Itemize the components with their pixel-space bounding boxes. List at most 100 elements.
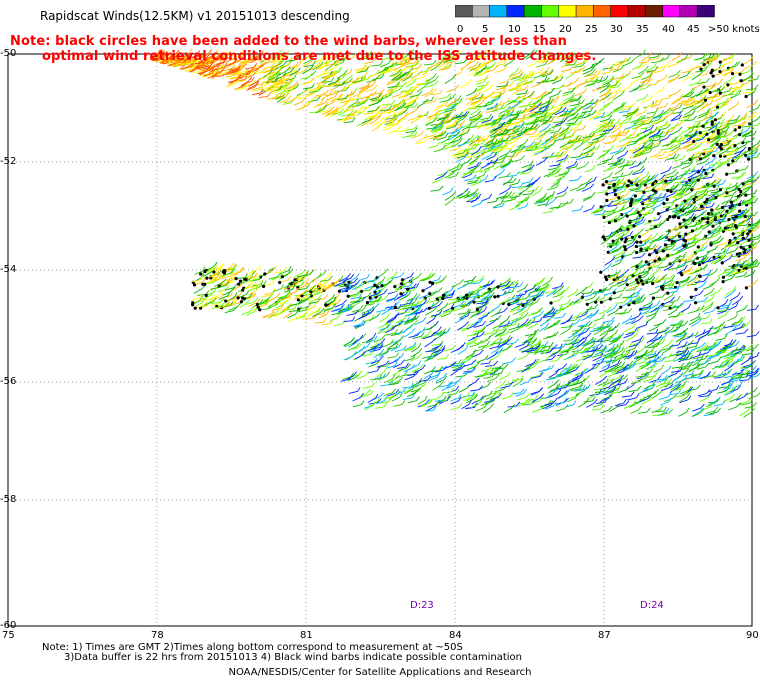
wind-barb <box>615 228 627 237</box>
scale-label: 30 <box>610 24 623 35</box>
wind-barb <box>525 142 537 151</box>
wind-barb <box>541 69 554 78</box>
wind-barb <box>431 132 444 139</box>
wind-barb <box>430 366 444 373</box>
wind-barb <box>713 146 725 157</box>
wind-barb <box>590 344 604 352</box>
wind-barb <box>328 277 341 288</box>
wind-barb <box>360 50 373 60</box>
flag-dot <box>706 220 710 224</box>
wind-barb <box>280 77 294 84</box>
wind-barb <box>314 284 327 293</box>
wind-barb <box>633 114 646 124</box>
wind-barb <box>706 244 719 253</box>
wind-barb <box>489 351 501 362</box>
wind-barb <box>209 53 223 62</box>
wind-barb <box>572 378 586 385</box>
wind-barb <box>678 393 690 403</box>
wind-barb <box>513 96 526 103</box>
wind-barb <box>521 141 535 149</box>
wind-barb <box>487 144 501 151</box>
flag-dot <box>639 279 643 283</box>
wind-barb <box>309 280 322 290</box>
wind-barb <box>611 244 625 253</box>
wind-barb <box>691 166 704 173</box>
wind-barb <box>709 351 722 358</box>
wind-barb <box>219 278 231 287</box>
wind-barb <box>568 312 582 320</box>
wind-barb <box>425 306 438 316</box>
wind-barb <box>355 71 368 81</box>
wind-barb <box>485 122 498 130</box>
wind-barb <box>421 88 434 97</box>
flag-dot <box>442 293 446 297</box>
wind-barb <box>430 185 444 192</box>
wind-barb <box>451 112 465 121</box>
wind-barb <box>681 340 694 349</box>
wind-barb <box>525 179 537 187</box>
wind-barb <box>644 350 657 356</box>
wind-barb <box>368 359 381 368</box>
wind-barb <box>745 370 759 377</box>
wind-barb <box>728 225 740 232</box>
wind-barb <box>298 303 312 310</box>
wind-barb <box>541 68 553 75</box>
wind-barb <box>524 104 536 112</box>
wind-barb <box>686 130 698 141</box>
wind-barb <box>209 52 221 60</box>
flag-dot <box>710 208 714 212</box>
flag-dot <box>236 296 240 300</box>
wind-barb <box>700 54 712 65</box>
wind-barb <box>712 122 724 132</box>
wind-barb <box>324 294 335 304</box>
wind-barb <box>713 93 725 103</box>
wind-barb <box>512 377 524 388</box>
wind-barb <box>517 196 530 203</box>
wind-barb <box>678 71 691 80</box>
wind-barb <box>513 295 525 304</box>
wind-barb <box>452 68 464 77</box>
wind-barb <box>709 137 721 148</box>
wind-barb <box>432 341 444 350</box>
wind-barb <box>736 369 750 376</box>
wind-barb <box>510 301 523 311</box>
wind-barb <box>546 183 560 191</box>
wind-barb <box>348 291 362 298</box>
wind-barb <box>727 301 739 311</box>
wind-barb <box>745 148 759 156</box>
wind-barb <box>536 282 548 291</box>
flag-dot <box>719 143 724 147</box>
wind-barb <box>566 113 579 122</box>
wind-barb <box>232 281 245 291</box>
wind-barb <box>644 352 657 360</box>
wind-barb <box>696 188 708 198</box>
wind-barb <box>625 332 638 342</box>
flag-dot <box>293 278 297 282</box>
wind-barb <box>595 397 608 404</box>
wind-barb <box>503 357 517 365</box>
wind-barb <box>712 118 726 125</box>
wind-barb <box>388 84 399 94</box>
wind-barb <box>545 75 559 83</box>
wind-barb <box>651 337 664 348</box>
wind-barb <box>497 129 511 137</box>
wind-barb <box>679 112 691 119</box>
wind-barb <box>364 84 378 93</box>
wind-barb <box>683 110 696 118</box>
wind-barb <box>570 121 583 132</box>
wind-barb <box>698 172 710 181</box>
wind-barb <box>702 302 714 313</box>
wind-barb <box>676 333 687 343</box>
wind-barb <box>385 329 399 336</box>
wind-barb <box>401 298 414 306</box>
wind-barb <box>634 262 647 271</box>
wind-barb <box>257 296 271 307</box>
wind-barb <box>572 371 584 380</box>
wind-barb <box>445 120 458 128</box>
wind-barb <box>368 296 383 303</box>
wind-barb <box>728 214 742 221</box>
wind-barb <box>668 306 680 316</box>
wind-barb <box>586 398 598 408</box>
wind-barb <box>746 331 760 338</box>
flag-dot <box>731 232 735 236</box>
